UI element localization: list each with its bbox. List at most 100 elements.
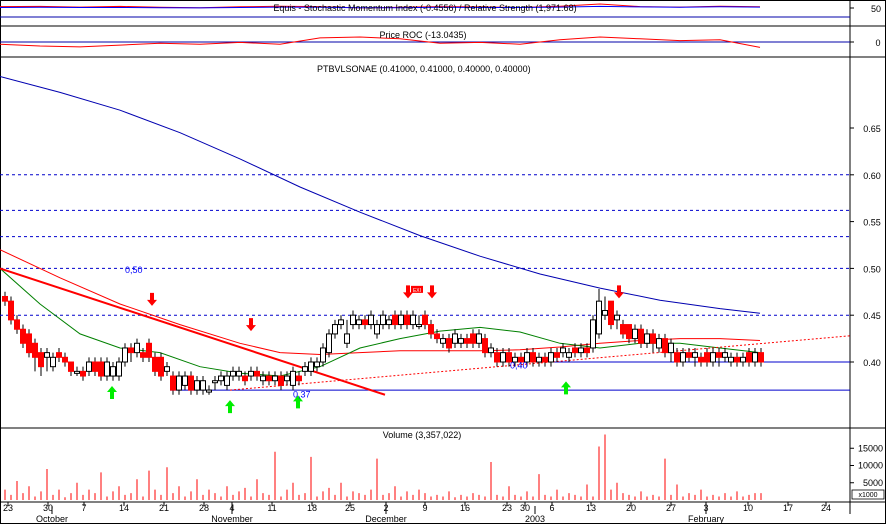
candle-body	[650, 333, 656, 344]
candle-body	[146, 342, 152, 358]
candle-body	[428, 324, 434, 335]
candle-body	[128, 347, 134, 354]
candle-body	[212, 380, 218, 384]
candle-body	[716, 352, 722, 358]
candle-body	[68, 361, 74, 372]
volume-tick-label: 15000	[858, 443, 883, 453]
candle-body	[110, 366, 116, 377]
x-month-label: February	[688, 514, 725, 524]
candle-body	[494, 352, 500, 363]
candle-body	[284, 375, 290, 382]
candle-body	[506, 352, 512, 363]
candle-body	[476, 333, 482, 344]
candle-body	[626, 324, 632, 340]
volume-title: Volume (3,357,022)	[383, 430, 462, 440]
candle-body	[356, 319, 362, 326]
candle-body	[302, 366, 308, 372]
candle-body	[254, 370, 260, 377]
candle-body	[620, 324, 626, 335]
candle-body	[260, 375, 266, 382]
candle-body	[104, 361, 110, 377]
candle-body	[92, 361, 98, 372]
x-axis: 2330714212841118252916233061320273101724…	[3, 502, 831, 524]
candle-body	[218, 375, 224, 382]
candle-body	[326, 333, 332, 354]
candle-body	[554, 352, 560, 358]
candle-body	[452, 333, 458, 344]
candle-body	[488, 347, 494, 354]
candle-body	[722, 352, 728, 358]
candle-body	[566, 352, 572, 358]
x-day-label: 27	[666, 503, 676, 513]
x-month-label: October	[36, 514, 68, 524]
price-tick-label: 0.40	[863, 358, 881, 368]
candle-body	[374, 324, 380, 335]
candle-body	[380, 314, 386, 326]
candle-body	[2, 295, 8, 302]
candle-body	[308, 361, 314, 372]
candle-body	[242, 375, 248, 382]
candle-body	[410, 314, 416, 326]
candle-body	[656, 338, 662, 349]
candle-body	[398, 314, 404, 326]
candle-body	[590, 319, 596, 349]
candle-body	[332, 324, 338, 335]
candle-body	[596, 300, 602, 335]
stochastic-tick-label: 50	[871, 4, 881, 14]
candle-body	[608, 300, 614, 326]
candle-body	[116, 361, 122, 377]
candle-body	[662, 338, 668, 354]
candle-body	[56, 352, 62, 358]
candle-body	[710, 352, 716, 363]
candle-body	[416, 324, 422, 328]
candle-body	[14, 319, 20, 330]
candle-body	[512, 356, 518, 363]
buy-arrow-icon	[561, 381, 571, 395]
price-tick-label: 0.45	[863, 311, 881, 321]
candle-body	[230, 370, 236, 377]
candle-body	[632, 328, 638, 340]
x-day-label: 24	[821, 503, 831, 513]
candle-body	[542, 356, 548, 363]
candle-body	[152, 356, 158, 372]
candle-body	[314, 361, 320, 368]
x-day-label: 17	[783, 503, 793, 513]
exit-marker-label: EXI	[413, 288, 421, 294]
candle-body	[524, 352, 530, 363]
sell-arrow-icon	[246, 318, 256, 332]
candle-body	[518, 356, 524, 363]
x-day-label: 28	[199, 503, 209, 513]
volume-unit-label: x1000	[858, 492, 877, 499]
candle-body	[158, 356, 164, 377]
candle-body	[548, 352, 554, 363]
price-tick-label: 0.60	[863, 171, 881, 181]
moving-average-line-0	[0, 76, 761, 314]
candle-body	[248, 370, 254, 377]
candle-body	[758, 352, 764, 363]
candle-body	[74, 370, 80, 374]
candle-body	[350, 314, 356, 326]
x-month-label: December	[365, 514, 407, 524]
candle-body	[272, 375, 278, 382]
volume-tick-label: 5000	[863, 478, 883, 488]
candle-body	[602, 310, 608, 316]
buy-arrow-icon	[293, 395, 303, 409]
candle-body	[182, 375, 188, 386]
price-annotation: 0,50	[125, 265, 143, 275]
x-day-label: 6	[549, 503, 554, 513]
x-day-label: 13	[586, 503, 596, 513]
candle-body	[572, 347, 578, 354]
sell-arrow-icon	[427, 285, 437, 299]
candle-body	[644, 333, 650, 344]
candle-body	[194, 380, 200, 391]
candle-body	[8, 300, 14, 321]
candle-body	[404, 314, 410, 326]
candle-body	[236, 370, 242, 377]
candle-body	[458, 338, 464, 344]
x-day-label: 11	[267, 503, 276, 513]
candle-body	[638, 328, 644, 344]
x-month-label: 2003	[525, 514, 545, 524]
